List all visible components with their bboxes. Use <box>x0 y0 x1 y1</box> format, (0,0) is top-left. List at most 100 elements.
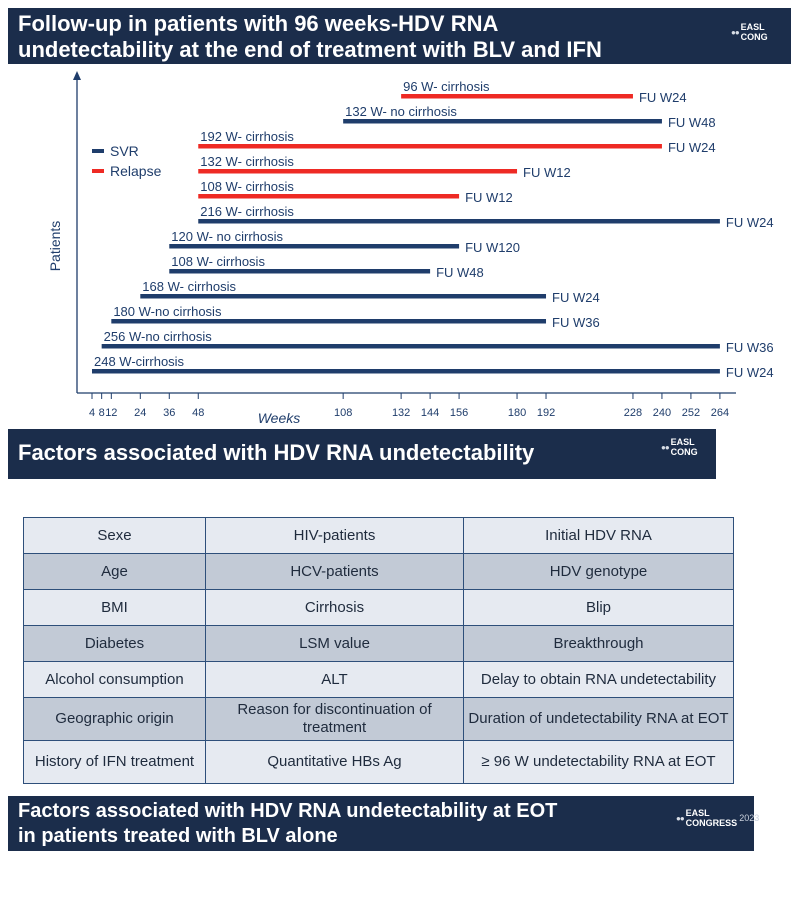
bar-fu-label: FU W12 <box>523 165 571 180</box>
table-row: Diabetes LSM value Breakthrough <box>23 625 734 662</box>
table-cell: History of IFN treatment <box>23 740 206 784</box>
x-tick-label: 228 <box>624 407 642 419</box>
bar-fu-label: FU W36 <box>726 340 774 355</box>
bar-relapse <box>198 169 518 174</box>
bar-label: 108 W- cirrhosis <box>200 179 294 194</box>
x-tick-label: 4 <box>89 407 95 419</box>
bar-svr <box>140 294 547 299</box>
table-cell: LSM value <box>205 625 464 662</box>
bar-fu-label: FU W24 <box>668 140 716 155</box>
factors-table: Sexe HIV-patients Initial HDV RNA Age HCV-pa… <box>23 517 734 784</box>
bar-label: 248 W-cirrhosis <box>94 354 185 369</box>
easl-logo-year: 2023 <box>739 813 760 823</box>
banner-follow-up: Follow-up in patients with 96 weeks-HDV … <box>8 8 791 64</box>
x-tick-label: 108 <box>334 407 352 419</box>
banner-title-line1: Factors associated with HDV RNA undetect… <box>18 800 558 822</box>
table-cell: Cirrhosis <box>205 589 464 626</box>
bar-fu-label: FU W24 <box>726 365 774 380</box>
table-cell: Geographic origin <box>23 697 206 741</box>
bar-svr <box>169 269 431 274</box>
x-tick-label: 264 <box>711 407 729 419</box>
bar-svr <box>198 219 720 224</box>
banner-title: Factors associated with HDV RNA undetect… <box>18 799 557 849</box>
bar-label: 192 W- cirrhosis <box>200 129 294 144</box>
legend-label-relapse: Relapse <box>110 163 162 179</box>
table-cell: BMI <box>23 589 206 626</box>
easl-logo-icon: ●● <box>731 27 740 37</box>
table-cell: Sexe <box>23 517 206 554</box>
easl-logo-icon: ●● <box>661 442 670 452</box>
easl-logo-icon: ●● <box>676 813 685 823</box>
y-axis-label: Patients <box>47 221 63 272</box>
table-cell: Blip <box>463 589 734 626</box>
banner-title-line1: Follow-up in patients with 96 weeks-HDV … <box>18 11 499 36</box>
table-row: BMI Cirrhosis Blip <box>23 589 734 626</box>
banner-title-line2: undetectability at the end of treatment … <box>18 37 602 62</box>
easl-logo: ●● EASL CONG <box>731 22 791 42</box>
y-axis-arrow <box>73 71 81 80</box>
bar-svr <box>92 369 720 374</box>
table-cell: ≥ 96 W undetectability RNA at EOT <box>463 740 734 784</box>
bar-label: 180 W-no cirrhosis <box>113 304 222 319</box>
legend-label-svr: SVR <box>110 143 139 159</box>
x-tick-label: 8 <box>99 407 105 419</box>
bar-fu-label: FU W24 <box>639 90 687 105</box>
bar-svr <box>343 119 662 124</box>
x-tick-label: 156 <box>450 407 468 419</box>
chart-axes: Patients Weeks <box>47 71 736 426</box>
bar-label: 132 W- no cirrhosis <box>345 104 457 119</box>
banner-title: Follow-up in patients with 96 weeks-HDV … <box>18 11 602 63</box>
bar-relapse <box>401 94 633 99</box>
table-cell: Initial HDV RNA <box>463 517 734 554</box>
bar-svr <box>111 319 547 324</box>
chart-legend: SVR Relapse <box>92 143 162 179</box>
table-cell: Alcohol consumption <box>23 661 206 698</box>
table-cell: Delay to obtain RNA undetectability <box>463 661 734 698</box>
bar-label: 168 W- cirrhosis <box>142 279 236 294</box>
bar-relapse <box>198 194 460 199</box>
x-tick-label: 240 <box>653 407 671 419</box>
table-cell: Reason for discontinuation of treatment <box>205 697 464 741</box>
x-tick-label: 24 <box>134 407 146 419</box>
table-row: Alcohol consumption ALT Delay to obtain RN… <box>23 661 734 698</box>
bar-label: 132 W- cirrhosis <box>200 154 294 169</box>
x-ticks: 4 8 12 24 36 48 108 132 144 156 180 192 228 240 252 264 <box>89 393 729 419</box>
table-cell: Breakthrough <box>463 625 734 662</box>
bar-fu-label: FU W36 <box>552 315 600 330</box>
bar-label: 108 W- cirrhosis <box>171 254 265 269</box>
table-cell: HCV-patients <box>205 553 464 590</box>
x-tick-label: 12 <box>105 407 117 419</box>
table-cell: HDV genotype <box>463 553 734 590</box>
banner-factors-blv: Factors associated with HDV RNA undetect… <box>8 796 759 851</box>
table-row: Geographic origin Reason for discontinuat… <box>23 697 734 741</box>
easl-logo-text: EASL CONGRESS <box>685 808 738 828</box>
x-tick-label: 36 <box>163 407 175 419</box>
bar-label: 120 W- no cirrhosis <box>171 229 283 244</box>
banner-title: Factors associated with HDV RNA undetect… <box>18 440 535 465</box>
bar-relapse <box>198 144 662 149</box>
bar-svr <box>169 244 460 249</box>
bar-fu-label: FU W24 <box>552 290 600 305</box>
bar-fu-label: FU W120 <box>465 240 520 255</box>
table-row: Age HCV-patients HDV genotype <box>23 553 734 590</box>
x-tick-label: 132 <box>392 407 410 419</box>
x-tick-label: 48 <box>192 407 204 419</box>
legend-swatch-relapse <box>92 169 104 173</box>
table-cell: Duration of undetectability RNA at EOT <box>463 697 734 741</box>
table-cell: ALT <box>205 661 464 698</box>
bar-label: 96 W- cirrhosis <box>403 79 490 94</box>
bar-fu-label: FU W48 <box>436 265 484 280</box>
table-row: History of IFN treatment Quantitative HBs… <box>23 740 734 784</box>
x-tick-label: 192 <box>537 407 555 419</box>
bar-svr <box>101 344 720 349</box>
x-tick-label: 144 <box>421 407 439 419</box>
table-cell: Age <box>23 553 206 590</box>
bar-label: 256 W-no cirrhosis <box>104 329 213 344</box>
bar-fu-label: FU W12 <box>465 190 513 205</box>
bar-label: 216 W- cirrhosis <box>200 204 294 219</box>
easl-logo-text: EASL CONG <box>670 437 698 457</box>
chart-bars: 96 W- cirrhosis FU W24 132 W- no cirrhosis… <box>92 79 774 380</box>
easl-logo: ●● EASL CONGRESS 2023 <box>676 808 759 828</box>
table-cell: HIV-patients <box>205 517 464 554</box>
x-axis-label: Weeks <box>258 410 301 426</box>
